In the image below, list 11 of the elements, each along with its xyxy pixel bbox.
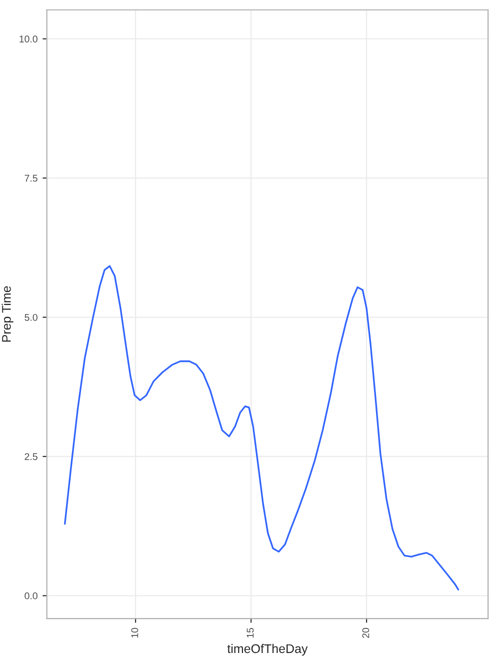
y-tick-label: 10.0 [20,36,38,42]
y-axis-title: Prep Time [2,286,14,342]
y-tick-label: 0.0 [24,592,38,600]
line-series [64,265,460,590]
y-tick-label: 7.5 [24,174,38,182]
x-tick-label: 20 [362,628,370,638]
y-tick-label: 2.5 [24,453,38,460]
x-axis-title: timeOfTheDay [227,644,308,656]
y-tick-label: 5.0 [24,314,38,321]
x-tick-label: 10 [131,628,138,638]
x-tick-label: 15 [246,628,254,638]
